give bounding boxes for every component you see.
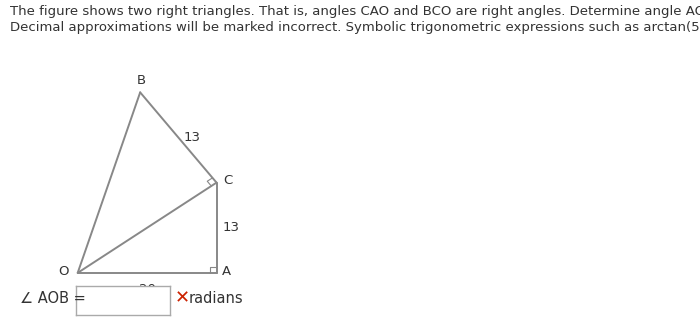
Text: 13: 13 <box>183 131 200 144</box>
Text: The figure shows two right triangles. That is, angles CAO and BCO are right angl: The figure shows two right triangles. Th… <box>10 5 700 18</box>
Text: radians: radians <box>189 291 244 306</box>
Text: 13: 13 <box>222 221 239 234</box>
Text: Decimal approximations will be marked incorrect. Symbolic trigonometric expressi: Decimal approximations will be marked in… <box>10 21 700 34</box>
Text: ✕: ✕ <box>175 290 190 308</box>
Text: B: B <box>137 74 146 87</box>
Text: ∠ AOB =: ∠ AOB = <box>20 291 85 306</box>
Text: A: A <box>222 265 231 278</box>
Text: 20: 20 <box>139 283 155 296</box>
Text: C: C <box>223 174 232 187</box>
Text: O: O <box>58 265 69 278</box>
